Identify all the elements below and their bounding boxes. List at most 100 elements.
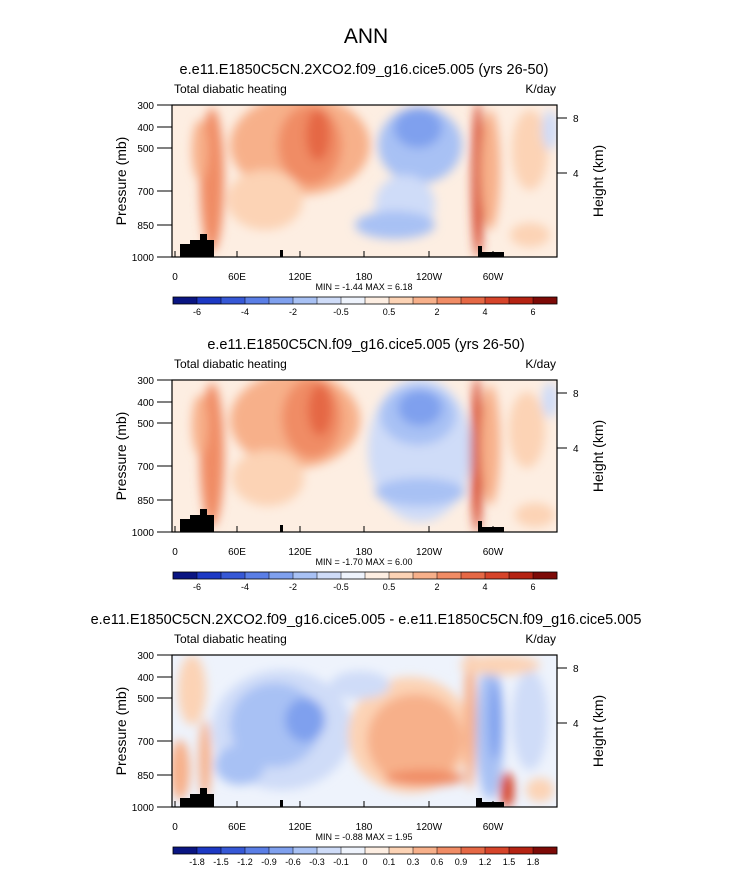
panel-1-field <box>172 105 557 257</box>
panel-3-field <box>172 655 557 807</box>
colorbar-swatch <box>269 297 294 304</box>
panel-1-colorbar: -6 -4 -2 -0.5 0.5 2 4 6 <box>172 296 558 317</box>
panel-1-y2-axis: 8 4 <box>557 114 579 180</box>
panel-1-variable-label: Total diabatic heating <box>174 82 287 96</box>
panel-3-colorbar: -1.8 -1.5 -1.2 -0.9 -0.6 -0.3 -0.1 0 0.1 0.3 0.6 0.… <box>172 846 558 867</box>
panel-1-xtick-60w: 60W <box>483 272 504 283</box>
panel-3-y2tick-8: 8 <box>573 664 579 675</box>
panel-1-ytick-300: 300 <box>137 101 154 112</box>
panel-2-field <box>172 380 557 532</box>
colorbar-swatch <box>269 572 294 579</box>
panel-2-ytick-1000: 1000 <box>132 528 155 539</box>
panel-3-xtick-60e: 60E <box>228 822 246 833</box>
panel-1-min-max: MIN = -1.44 MAX = 6.18 <box>315 282 412 292</box>
panel-1-xtick-120w: 120W <box>416 272 443 283</box>
panel-1-xtick-120e: 120E <box>288 272 312 283</box>
colorbar-label: -0.1 <box>333 857 349 867</box>
colorbar-label: 0.5 <box>383 307 396 317</box>
colorbar-swatch <box>173 572 198 579</box>
panel-2-variable-label: Total diabatic heating <box>174 357 287 371</box>
panel-3: e.e11.E1850C5CN.2XCO2.f09_g16.cice5.005 … <box>91 612 642 867</box>
colorbar-swatch <box>437 847 462 854</box>
colorbar-swatch <box>509 572 534 579</box>
colorbar-label: -0.9 <box>261 857 277 867</box>
colorbar-label: -0.3 <box>309 857 325 867</box>
panel-3-xtick-60w: 60W <box>483 822 504 833</box>
panel-2-ytick-300: 300 <box>137 376 154 387</box>
panel-3-ytick-1000: 1000 <box>132 803 155 814</box>
colorbar-label: -0.5 <box>333 307 349 317</box>
panel-2: e.e11.E1850C5CN.f09_g16.cice5.005 (yrs 2… <box>113 337 606 592</box>
panel-1-ytick-700: 700 <box>137 187 154 198</box>
panel-2-ylabel: Pressure (mb) <box>113 412 129 501</box>
panel-3-ytick-500: 500 <box>137 694 154 705</box>
colorbar-swatch <box>197 297 222 304</box>
panel-1-ylabel-right: Height (km) <box>590 145 606 217</box>
colorbar-swatch <box>413 572 438 579</box>
panel-2-y2tick-8: 8 <box>573 389 579 400</box>
colorbar-swatch <box>245 297 270 304</box>
colorbar-label: 0.3 <box>407 857 420 867</box>
panel-2-xtick-120w: 120W <box>416 547 443 558</box>
panel-1-xtick-180: 180 <box>356 272 373 283</box>
colorbar-swatch <box>485 297 510 304</box>
colorbar-label: -4 <box>241 307 249 317</box>
panel-1-ylabel: Pressure (mb) <box>113 137 129 226</box>
colorbar-swatch <box>245 847 270 854</box>
panel-1-xtick-0: 0 <box>172 272 178 283</box>
panel-3-ylabel-right: Height (km) <box>590 695 606 767</box>
panel-2-topography <box>180 509 214 532</box>
colorbar-swatch <box>509 297 534 304</box>
panel-2-xtick-120e: 120E <box>288 547 312 558</box>
colorbar-swatch <box>365 297 390 304</box>
colorbar-swatch <box>221 847 246 854</box>
colorbar-label: -1.5 <box>213 857 229 867</box>
colorbar-swatch <box>485 847 510 854</box>
colorbar-label: 4 <box>482 307 487 317</box>
colorbar-label: -4 <box>241 582 249 592</box>
colorbar-label: 0.1 <box>383 857 396 867</box>
panel-3-min-max: MIN = -0.88 MAX = 1.95 <box>315 832 412 842</box>
panel-2-xtick-60e: 60E <box>228 547 246 558</box>
colorbar-label: -1.8 <box>189 857 205 867</box>
panel-3-xtick-0: 0 <box>172 822 178 833</box>
colorbar-swatch <box>293 847 318 854</box>
panel-2-ylabel-right: Height (km) <box>590 420 606 492</box>
colorbar-label: -2 <box>289 307 297 317</box>
colorbar-label: 6 <box>530 307 535 317</box>
colorbar-swatch <box>317 572 342 579</box>
panel-2-y-axis: 300 400 500 700 850 1000 <box>132 376 172 539</box>
colorbar-label: 1.2 <box>479 857 492 867</box>
colorbar-swatch <box>245 572 270 579</box>
colorbar-swatch <box>221 297 246 304</box>
colorbar-swatch <box>533 847 558 854</box>
colorbar-swatch <box>317 847 342 854</box>
colorbar-swatch <box>509 847 534 854</box>
colorbar-label: 2 <box>434 307 439 317</box>
panel-1-x-axis: 0 60E 120E 180 120W 60W <box>172 251 504 283</box>
panel-3-units-label: K/day <box>525 632 556 646</box>
colorbar-label: -0.6 <box>285 857 301 867</box>
panel-1-ytick-1000: 1000 <box>132 253 155 264</box>
colorbar-swatch <box>437 572 462 579</box>
panel-3-y-axis: 300 400 500 700 850 1000 <box>132 651 172 814</box>
colorbar-swatch <box>317 297 342 304</box>
panel-3-topography <box>180 788 214 807</box>
colorbar-swatch <box>533 297 558 304</box>
panel-2-xtick-0: 0 <box>172 547 178 558</box>
colorbar-swatch <box>413 297 438 304</box>
colorbar-swatch <box>293 297 318 304</box>
panel-3-xtick-120e: 120E <box>288 822 312 833</box>
panel-3-y2-axis: 8 4 <box>557 664 579 730</box>
panel-1-y2tick-8: 8 <box>573 114 579 125</box>
colorbar-swatch <box>389 572 414 579</box>
panel-2-colorbar: -6 -4 -2 -0.5 0.5 2 4 6 <box>172 571 558 592</box>
panel-2-ytick-400: 400 <box>137 398 154 409</box>
colorbar-label: 0.5 <box>383 582 396 592</box>
figure-title: ANN <box>344 25 388 48</box>
panel-1-y2tick-4: 4 <box>573 169 579 180</box>
panel-1-topography <box>180 234 214 257</box>
colorbar-label: 0.9 <box>455 857 468 867</box>
panel-1-ytick-500: 500 <box>137 144 154 155</box>
colorbar-swatch <box>461 847 486 854</box>
